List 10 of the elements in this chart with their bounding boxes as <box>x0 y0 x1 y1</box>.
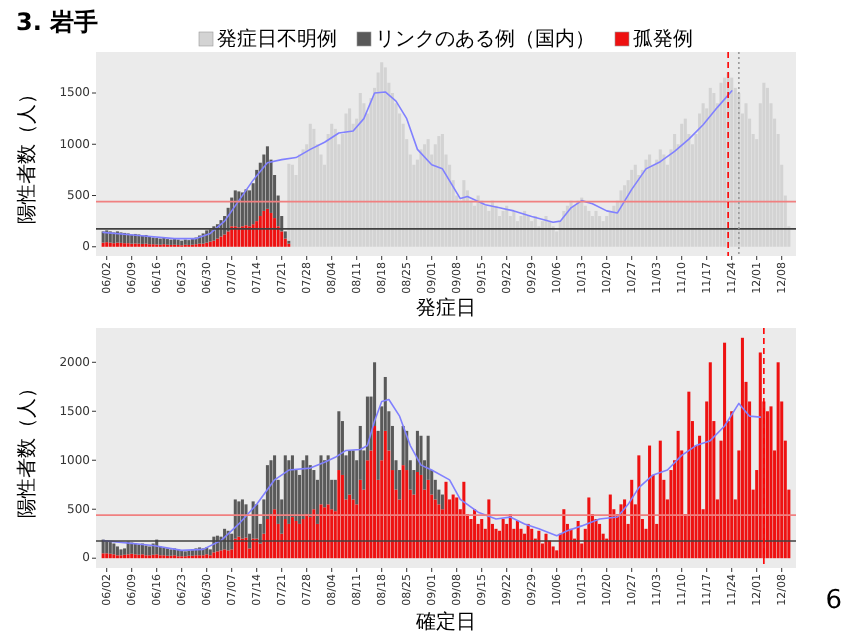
legend-label: 孤発例 <box>633 27 693 52</box>
line-series <box>102 90 733 240</box>
x-axis-title: 確定日 <box>414 610 476 634</box>
chart-title: 3. 岩手 <box>16 8 99 36</box>
y-axis-title: 陽性者数（人） <box>15 84 40 224</box>
text: 6 <box>825 586 842 616</box>
x-axis-title: 発症日 <box>416 296 476 320</box>
legend-label: リンクのある例（国内） <box>375 27 595 52</box>
y-axis-title: 陽性者数（人） <box>15 378 40 518</box>
legend-label: 発症日不明例 <box>217 27 337 52</box>
